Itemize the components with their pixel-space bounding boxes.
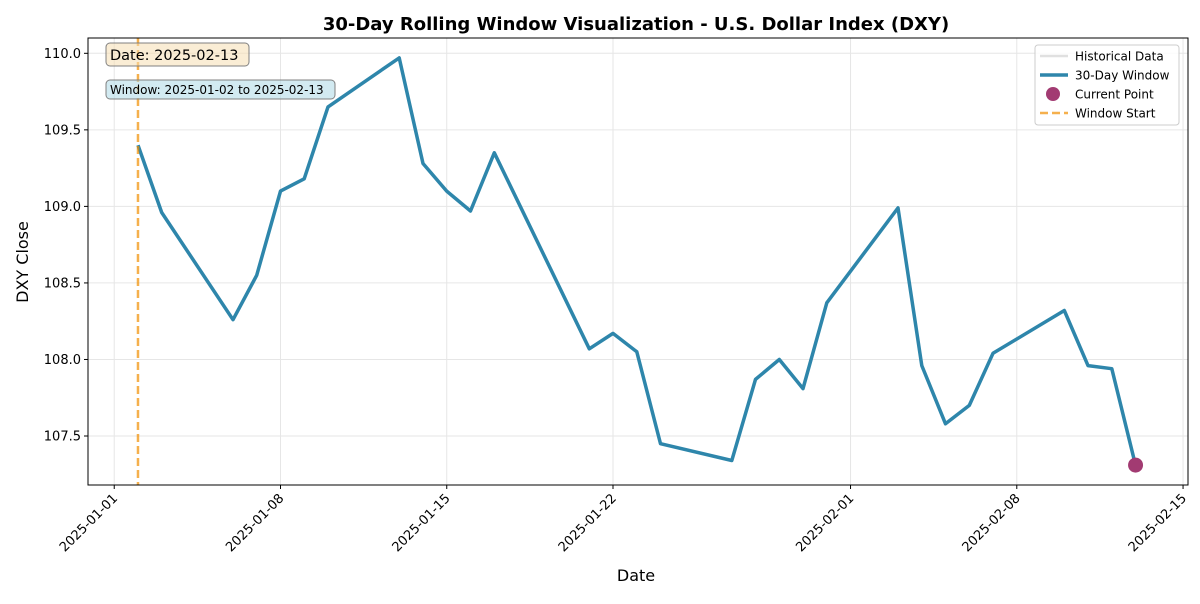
series-layer bbox=[136, 38, 1144, 485]
plot-frame bbox=[87, 37, 1189, 486]
legend-label: 30-Day Window bbox=[1075, 69, 1170, 83]
x-tick-label: 2025-02-15 bbox=[1126, 491, 1190, 555]
date-annotation-text: Date: 2025-02-13 bbox=[110, 48, 238, 64]
y-axis: 107.5 108.0 108.5 109.0 109.5 110.0 bbox=[44, 47, 88, 445]
x-axis-label: Date bbox=[617, 566, 655, 585]
y-tick-label: 109.0 bbox=[44, 200, 81, 215]
chart-title: 30-Day Rolling Window Visualization - U.… bbox=[323, 14, 949, 35]
y-tick-label: 108.5 bbox=[44, 276, 81, 291]
grid bbox=[88, 38, 1188, 485]
y-tick-label: 109.5 bbox=[44, 123, 81, 138]
legend-marker-icon bbox=[1046, 87, 1060, 101]
y-tick-label: 107.5 bbox=[44, 430, 81, 445]
legend: Historical Data 30-Day Window Current Poin… bbox=[1034, 44, 1180, 126]
window-line bbox=[136, 56, 1138, 466]
window-annotation: Window: 2025-01-02 to 2025-02-13 bbox=[105, 79, 336, 100]
x-tick-label: 2025-02-08 bbox=[960, 491, 1024, 555]
x-tick-label: 2025-02-01 bbox=[793, 491, 857, 555]
historical-data-line bbox=[137, 56, 1137, 466]
current-point-marker bbox=[1128, 457, 1144, 473]
x-tick-label: 2025-01-01 bbox=[57, 491, 121, 555]
y-tick-label: 110.0 bbox=[44, 47, 81, 62]
y-tick-label: 108.0 bbox=[44, 353, 81, 368]
x-axis: 2025-01-01 2025-01-08 2025-01-15 2025-01-22… bbox=[57, 485, 1190, 555]
legend-label: Current Point bbox=[1075, 88, 1154, 102]
legend-label: Window Start bbox=[1075, 107, 1156, 121]
window-annotation-text: Window: 2025-01-02 to 2025-02-13 bbox=[110, 83, 324, 97]
date-annotation: Date: 2025-02-13 bbox=[105, 42, 250, 67]
x-tick-label: 2025-01-08 bbox=[223, 491, 287, 555]
legend-label: Historical Data bbox=[1075, 50, 1164, 64]
x-tick-label: 2025-01-15 bbox=[390, 491, 454, 555]
x-tick-label: 2025-01-22 bbox=[556, 491, 620, 555]
y-axis-label: DXY Close bbox=[13, 221, 32, 303]
